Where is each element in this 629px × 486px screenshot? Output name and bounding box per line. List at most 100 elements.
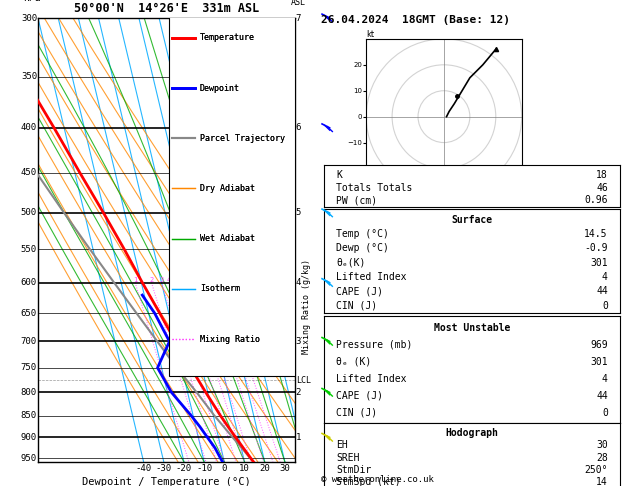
Text: Temp (°C): Temp (°C)	[337, 229, 389, 239]
Text: Temperature: Temperature	[200, 34, 255, 42]
Text: PW (cm): PW (cm)	[337, 195, 377, 205]
Text: 2: 2	[149, 277, 153, 282]
Text: CAPE (J): CAPE (J)	[337, 286, 383, 296]
Text: Isotherm: Isotherm	[200, 284, 240, 294]
Text: 10: 10	[239, 464, 250, 473]
Text: 850: 850	[21, 411, 37, 420]
Text: Most Unstable: Most Unstable	[434, 323, 510, 333]
Text: 7: 7	[296, 14, 301, 22]
Text: 26.04.2024  18GMT (Base: 12): 26.04.2024 18GMT (Base: 12)	[321, 15, 510, 25]
Text: K: K	[337, 170, 342, 180]
Text: 250°: 250°	[584, 465, 608, 475]
Text: 30: 30	[596, 440, 608, 450]
Text: 0: 0	[602, 408, 608, 417]
Text: LCL: LCL	[296, 376, 311, 385]
Text: Hodograph: Hodograph	[445, 428, 498, 438]
Text: 950: 950	[21, 453, 37, 463]
Text: -30: -30	[156, 464, 172, 473]
Text: 900: 900	[21, 433, 37, 442]
Text: StmDir: StmDir	[337, 465, 372, 475]
Text: 301: 301	[590, 357, 608, 366]
Text: StmSpd (kt): StmSpd (kt)	[337, 477, 401, 486]
Text: 3: 3	[296, 337, 301, 346]
Text: 500: 500	[21, 208, 37, 218]
Text: km
ASL: km ASL	[291, 0, 306, 6]
Text: CAPE (J): CAPE (J)	[337, 391, 383, 400]
Text: 4: 4	[602, 374, 608, 383]
Title: 50°00'N  14°26'E  331m ASL: 50°00'N 14°26'E 331m ASL	[74, 2, 259, 16]
Text: 350: 350	[21, 72, 37, 81]
Text: CIN (J): CIN (J)	[337, 300, 377, 311]
Text: Totals Totals: Totals Totals	[337, 183, 413, 193]
Text: 750: 750	[21, 363, 37, 372]
Text: SREH: SREH	[337, 452, 360, 463]
Text: 650: 650	[21, 309, 37, 318]
Text: 8: 8	[186, 277, 190, 282]
Text: 400: 400	[21, 123, 37, 132]
Text: 3: 3	[160, 277, 164, 282]
Text: 1: 1	[296, 433, 301, 442]
Text: 20: 20	[211, 277, 219, 282]
Text: 800: 800	[21, 388, 37, 397]
Text: © weatheronline.co.uk: © weatheronline.co.uk	[321, 474, 434, 484]
Text: 450: 450	[21, 168, 37, 177]
Text: Parcel Trajectory: Parcel Trajectory	[200, 134, 285, 143]
Text: 18: 18	[596, 170, 608, 180]
Text: Surface: Surface	[452, 215, 493, 225]
Text: EH: EH	[337, 440, 348, 450]
Text: 28: 28	[596, 452, 608, 463]
Text: 5: 5	[296, 208, 301, 218]
Text: Dewpoint: Dewpoint	[200, 84, 240, 93]
Text: -10: -10	[196, 464, 212, 473]
Text: -20: -20	[176, 464, 192, 473]
Text: 301: 301	[590, 258, 608, 268]
Text: 20: 20	[259, 464, 270, 473]
Text: kt: kt	[366, 30, 374, 39]
Text: 6: 6	[296, 123, 301, 132]
Text: Mixing Ratio: Mixing Ratio	[200, 334, 260, 344]
Text: θₑ (K): θₑ (K)	[337, 357, 372, 366]
Bar	[169, 0, 295, 376]
Text: 0: 0	[602, 300, 608, 311]
Text: Wet Adiabat: Wet Adiabat	[200, 234, 255, 243]
Text: 15: 15	[202, 277, 210, 282]
Text: 0.96: 0.96	[584, 195, 608, 205]
Text: 600: 600	[21, 278, 37, 287]
Text: hPa: hPa	[23, 0, 41, 3]
Text: Lifted Index: Lifted Index	[337, 374, 407, 383]
Text: 6: 6	[178, 277, 182, 282]
Text: CIN (J): CIN (J)	[337, 408, 377, 417]
Text: Dry Adiabat: Dry Adiabat	[200, 184, 255, 193]
Text: 14.5: 14.5	[584, 229, 608, 239]
Text: θₑ(K): θₑ(K)	[337, 258, 365, 268]
Text: 1: 1	[133, 277, 137, 282]
Text: Pressure (mb): Pressure (mb)	[337, 340, 413, 349]
Text: 30: 30	[279, 464, 291, 473]
Text: -0.9: -0.9	[584, 243, 608, 253]
Text: 4: 4	[167, 277, 171, 282]
Text: 550: 550	[21, 245, 37, 254]
Text: Temperature: Temperature	[200, 34, 255, 42]
Text: Dewp (°C): Dewp (°C)	[337, 243, 389, 253]
Text: 0: 0	[221, 464, 227, 473]
Text: 969: 969	[590, 340, 608, 349]
Text: Wet Adiabat: Wet Adiabat	[200, 234, 255, 243]
Text: Lifted Index: Lifted Index	[337, 272, 407, 282]
Text: 44: 44	[596, 391, 608, 400]
Text: 10: 10	[190, 277, 199, 282]
Text: Dry Adiabat: Dry Adiabat	[200, 184, 255, 193]
Text: 2: 2	[296, 388, 301, 397]
Text: 14: 14	[596, 477, 608, 486]
Text: 46: 46	[596, 183, 608, 193]
Text: 4: 4	[602, 272, 608, 282]
Text: Mixing Ratio (g/kg): Mixing Ratio (g/kg)	[302, 259, 311, 354]
Text: 300: 300	[21, 14, 37, 22]
Text: Dewpoint / Temperature (°C): Dewpoint / Temperature (°C)	[82, 477, 251, 486]
Text: 44: 44	[596, 286, 608, 296]
Text: 25: 25	[218, 277, 226, 282]
Text: 4: 4	[296, 278, 301, 287]
Text: Isotherm: Isotherm	[200, 284, 240, 294]
Text: Parcel Trajectory: Parcel Trajectory	[200, 134, 285, 143]
Text: Dewpoint: Dewpoint	[200, 84, 240, 93]
Text: Mixing Ratio: Mixing Ratio	[200, 334, 260, 344]
